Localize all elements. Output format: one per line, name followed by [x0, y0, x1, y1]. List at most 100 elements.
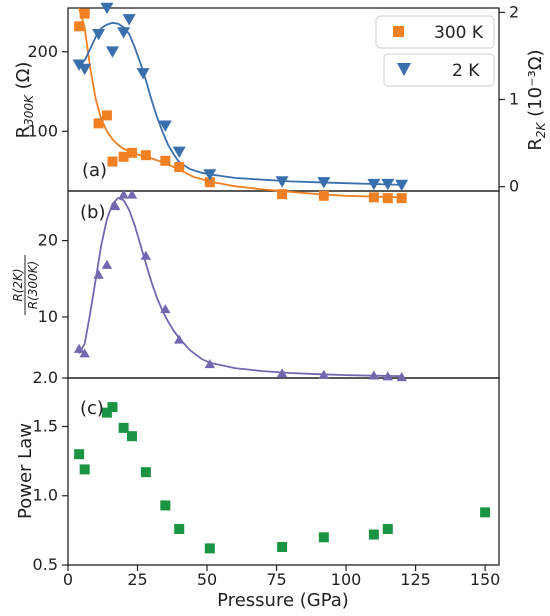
point-300k	[74, 21, 85, 32]
point-ratio	[118, 189, 129, 199]
point-300k	[204, 177, 215, 188]
point-300k	[382, 193, 393, 204]
panel-c-tick-label: 0.5	[33, 555, 58, 574]
x-tick-label: 50	[197, 570, 217, 589]
point-2k	[381, 178, 395, 191]
point-2k	[275, 176, 289, 188]
point-power-law	[382, 523, 393, 534]
legend: 300 K 2 K	[375, 15, 495, 87]
point-power-law	[101, 407, 112, 418]
point-ratio	[73, 343, 85, 353]
point-power-law	[277, 541, 288, 552]
point-ratio	[140, 250, 152, 260]
fit-line-ratio	[78, 196, 402, 377]
point-2k	[122, 14, 136, 26]
panel-a-markers	[72, 2, 409, 204]
point-power-law	[174, 523, 185, 534]
point-2k	[100, 2, 114, 15]
x-tick-label: 125	[400, 570, 431, 589]
panel-a-left-tick-label: 200	[27, 42, 58, 61]
panel-c-tick-label: 1.5	[33, 416, 58, 435]
point-300k	[79, 8, 90, 19]
fit-line-2k	[78, 21, 402, 186]
x-tick-label: 75	[266, 570, 286, 589]
point-ratio	[160, 304, 171, 314]
panel-a-fit-lines	[78, 7, 402, 199]
point-300k	[101, 110, 112, 121]
panel-b-ylabel-numerator: R(2K)	[11, 268, 25, 301]
panel-c-frame	[67, 377, 500, 566]
point-power-law	[368, 529, 379, 540]
legend-label-2k: 2 K	[452, 61, 480, 81]
point-power-law	[318, 532, 329, 543]
panel-a-left-ylabel: R300K (Ω)	[13, 62, 36, 139]
point-power-law	[79, 464, 90, 475]
point-ratio	[276, 368, 288, 378]
point-ratio	[79, 348, 90, 358]
panel-c-tick-label: 1.0	[33, 486, 58, 505]
fit-line-300k	[78, 7, 402, 199]
x-axis-label: Pressure (GPa)	[217, 590, 349, 611]
point-300k	[396, 193, 407, 204]
point-2k	[203, 169, 217, 181]
legend-marker-300k	[393, 26, 404, 37]
point-300k	[126, 147, 137, 158]
panel-b-ylabel-denominator: R(300K)	[26, 261, 40, 309]
panel-b-fit-line	[78, 196, 402, 377]
panel-b-markers	[73, 189, 407, 382]
point-2k	[317, 177, 331, 189]
panel-c-ylabel: Power Law	[15, 423, 36, 519]
point-power-law	[140, 467, 151, 478]
panel-a-right-tick-label: 2	[509, 2, 519, 21]
panel-b-ylabel: R(2K) R(300K)	[11, 255, 40, 315]
legend-label-300k: 300 K	[434, 23, 484, 43]
point-2k	[367, 178, 381, 191]
point-300k	[318, 190, 329, 201]
point-2k	[136, 68, 150, 80]
point-power-law	[74, 449, 85, 460]
point-2k	[92, 28, 106, 41]
panel-a-right-tick-label: 1	[509, 90, 519, 109]
point-300k	[118, 151, 129, 162]
legend-box-2k	[383, 53, 495, 87]
panel-b-tick-label: 2.0	[33, 368, 58, 387]
legend-box-300k	[375, 15, 495, 49]
point-ratio	[174, 334, 185, 344]
point-2k	[172, 146, 186, 158]
panel-b-tick-label: 20	[38, 231, 58, 250]
point-ratio	[204, 359, 216, 369]
x-tick-label: 150	[470, 570, 501, 589]
point-ratio	[382, 371, 393, 381]
point-ratio	[101, 259, 113, 269]
x-tick-label: 25	[127, 570, 147, 589]
point-power-law	[204, 543, 215, 554]
x-tick-label: 0	[63, 570, 73, 589]
x-tick-label: 100	[331, 570, 362, 589]
point-ratio	[110, 201, 121, 211]
point-2k	[117, 27, 131, 39]
panel-c-markers	[74, 402, 491, 554]
panel-b-letter: (b)	[80, 202, 105, 223]
panel-c-letter: (c)	[80, 398, 104, 419]
panel-b-tick-label: 10	[38, 307, 58, 326]
point-ratio	[126, 189, 138, 199]
point-power-law	[126, 431, 137, 442]
legend-marker-2k	[397, 63, 411, 76]
point-power-law	[160, 500, 171, 511]
panel-a-left-tick-label: 100	[27, 121, 58, 140]
point-2k	[105, 46, 119, 58]
point-300k	[277, 189, 288, 200]
point-300k	[93, 118, 104, 129]
point-ratio	[318, 369, 330, 379]
point-ratio	[368, 370, 380, 380]
point-300k	[160, 155, 171, 166]
point-300k	[140, 150, 151, 161]
panel-a-right-tick-label: 0	[509, 177, 519, 196]
point-300k	[174, 162, 185, 173]
point-power-law	[118, 422, 129, 433]
point-300k	[107, 156, 118, 167]
point-power-law	[480, 507, 491, 518]
point-300k	[368, 192, 379, 203]
